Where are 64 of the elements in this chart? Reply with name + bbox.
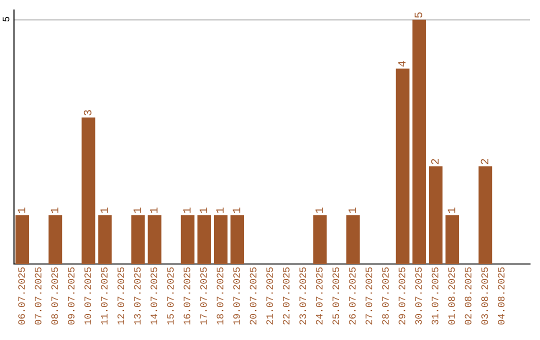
x-tick-label: 29.07.2025 [398,267,406,324]
data-label: 1 [316,208,323,213]
x-tick-label: 28.07.2025 [382,267,389,324]
x-tick-label: 23.07.2025 [299,267,306,324]
x-tick-label: 17.07.2025 [200,267,207,324]
x-tick-label: 22.07.2025 [282,267,290,324]
data-label: 1 [448,208,456,213]
x-tick-label: 16.07.2025 [184,267,190,324]
data-label: 5 [414,12,422,18]
bar [82,117,96,264]
x-tick-label: 21.07.2025 [266,267,273,324]
x-tick-label: 14.07.2025 [150,267,158,324]
x-tick-label: 07.07.2025 [34,267,42,325]
data-label: 1 [50,208,58,213]
x-tick-label: 01.08.2025 [448,267,455,325]
x-tick-label: 27.07.2025 [366,267,372,324]
data-label: 1 [150,208,158,213]
data-label: 1 [183,208,191,213]
x-tick-label: 26.07.2025 [349,267,356,324]
x-tick-label: 04.08.2025 [498,267,504,325]
data-label: 2 [480,159,488,164]
bar [197,215,211,264]
x-tick-label: 24.07.2025 [316,267,323,324]
bar [148,215,162,264]
x-tick-label: 20.07.2025 [250,267,256,324]
bar [230,215,244,264]
data-label: 1 [18,208,26,213]
data-label: 1 [200,208,208,213]
data-label: 1 [134,208,141,213]
data-label: 1 [232,208,240,213]
x-tick-label: 13.07.2025 [134,267,141,324]
x-tick-label: 02.08.2025 [464,267,472,325]
bar [478,166,492,264]
data-label: 4 [398,61,406,67]
bar [131,215,145,264]
x-tick-label: 12.07.2025 [118,267,124,324]
bar [445,215,460,264]
x-tick-label: 18.07.2025 [216,267,224,324]
x-tick-label: 25.07.2025 [332,267,340,324]
x-tick-label: 31.07.2025 [432,267,438,325]
x-tick-label: 11.07.2025 [100,267,108,324]
bar [180,215,194,264]
bar [15,215,30,264]
x-tick-label: 10.07.2025 [84,267,92,324]
bar [412,20,426,264]
x-tick-label: 15.07.2025 [167,267,174,324]
bar [346,215,360,264]
data-label: 1 [216,208,224,213]
data-label: 1 [348,208,356,213]
bar [313,215,327,264]
x-tick-label: 03.08.2025 [481,267,488,325]
x-tick-label: 08.07.2025 [51,267,58,325]
bar [214,215,228,264]
data-label: 1 [100,208,108,213]
data-label: 2 [431,159,439,164]
data-label: 3 [84,110,92,116]
x-tick-label: 30.07.2025 [415,267,422,325]
x-tick-label: 09.07.2025 [68,267,74,325]
bar [98,215,112,264]
x-tick-label: 06.07.2025 [18,267,25,325]
bar [428,166,443,264]
bar [396,68,410,264]
x-tick-label: 19.07.2025 [233,267,240,324]
bar [48,215,62,264]
